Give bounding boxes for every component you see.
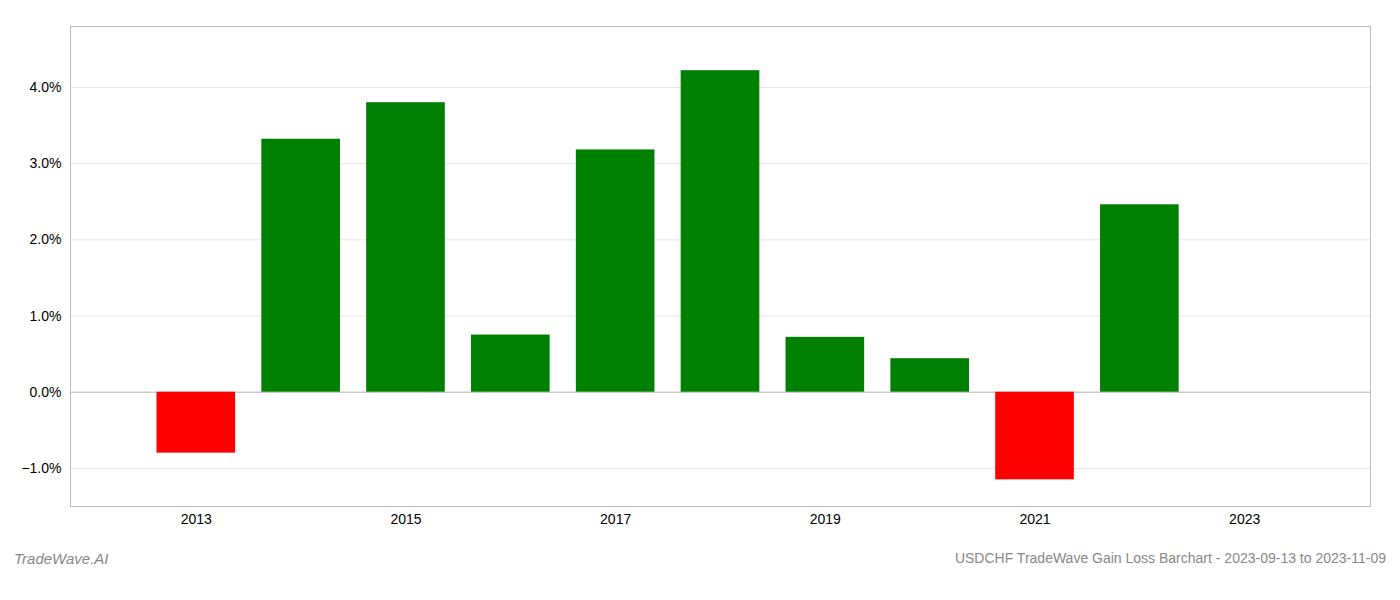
svg-text:2015: 2015 bbox=[390, 511, 421, 527]
svg-text:1.0%: 1.0% bbox=[30, 308, 62, 324]
svg-text:2017: 2017 bbox=[600, 511, 631, 527]
html-text:USDCHF TradeWave Gain Loss Bar: USDCHF TradeWave Gain Loss Barchart - 20… bbox=[954, 550, 1386, 566]
svg-text:2013: 2013 bbox=[181, 511, 212, 527]
svg-text:3.0%: 3.0% bbox=[30, 155, 62, 171]
svg-text:2019: 2019 bbox=[810, 511, 841, 527]
html-text:TradeWave.AI: TradeWave.AI bbox=[14, 550, 109, 567]
svg-text:2021: 2021 bbox=[1019, 511, 1050, 527]
svg-text:−1.0%: −1.0% bbox=[21, 460, 61, 476]
svg-text:2.0%: 2.0% bbox=[30, 231, 62, 247]
svg-text:2023: 2023 bbox=[1229, 511, 1260, 527]
svg-text:4.0%: 4.0% bbox=[30, 79, 62, 95]
svg-text:0.0%: 0.0% bbox=[30, 384, 62, 400]
